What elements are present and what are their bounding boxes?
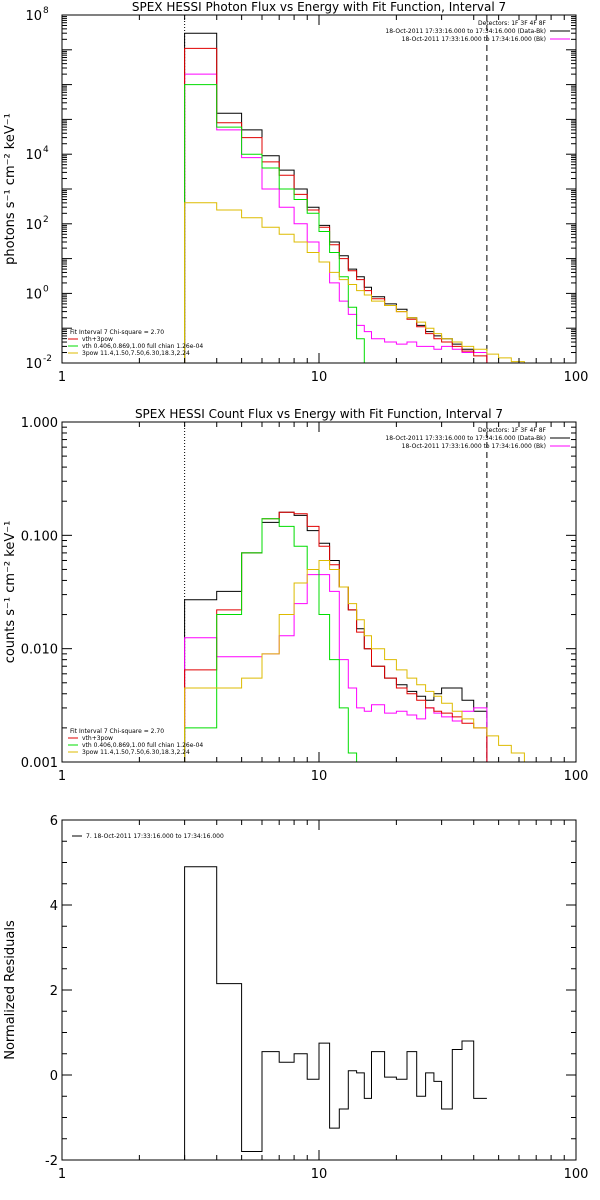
photon-flux-title: SPEX HESSI Photon Flux vs Energy with Fi… <box>132 0 506 14</box>
photon-flux-series-bk <box>184 73 488 363</box>
photon-flux-legend-item: 18-Oct-2011 17:33:16.000 to 17:34:16.000… <box>385 28 546 35</box>
residuals-y-tick-label: 6 <box>50 814 58 829</box>
photon-flux-y-tick-label: 10 <box>25 287 42 302</box>
photon-flux-panel: SPEX HESSI Photon Flux vs Energy with Fi… <box>3 0 588 385</box>
photon-flux-legend-item: Fit Interval 7 Chi-square = 2.70 <box>70 329 164 336</box>
photon-flux-y-tick-label: 10 <box>25 357 42 372</box>
photon-flux-series-3pow <box>184 202 525 363</box>
photon-flux-y-tick-label-exponent: 2 <box>43 215 49 225</box>
photon-flux-legend-item: vth 0.406,0.869,1.00 full chian 1.26e-04 <box>82 343 203 350</box>
photon-flux-legend-item: Detectors: 1F 3F 4F 8F <box>478 20 547 27</box>
residuals-axes-frame <box>61 819 577 1161</box>
count-flux-title: SPEX HESSI Count Flux vs Energy with Fit… <box>135 407 503 421</box>
photon-flux-x-tick-label: 10 <box>311 370 328 385</box>
photon-flux-series-vth <box>184 84 385 364</box>
residuals-y-axis-label: Normalized Residuals <box>3 920 18 1060</box>
count-flux-series-vth <box>184 518 358 762</box>
count-flux-series-bk <box>184 574 488 762</box>
count-flux-series-3pow <box>184 560 537 763</box>
count-flux-x-tick-label: 1 <box>58 769 66 784</box>
count-flux-legend-item: vth 0.406,0.869,1.00 full chian 1.26e-04 <box>82 742 203 749</box>
photon-flux-series-vth-3pow <box>184 47 488 363</box>
count-flux-y-tick-label: 0.001 <box>21 756 58 771</box>
residuals-x-tick-label: 1 <box>58 1167 66 1182</box>
y-tick-label-base: 10 <box>25 357 42 372</box>
photon-flux-y-tick-label-exponent: -2 <box>43 354 52 364</box>
photon-flux-y-axis-label: photons s⁻¹ cm⁻² keV⁻¹ <box>3 113 18 265</box>
count-flux-y-tick-label: 0.010 <box>21 643 58 658</box>
residuals-panel: Normalized Residuals 1 10 100 -2 0 2 4 6 7. 18-Oc… <box>3 814 588 1182</box>
photon-flux-legend-item: 18-Oct-2011 17:33:16.000 to 17:34:16.000… <box>402 36 546 43</box>
count-flux-y-tick-label: 0.100 <box>21 529 58 544</box>
count-flux-y-axis-label: counts s⁻¹ cm⁻² keV⁻¹ <box>3 521 18 664</box>
count-flux-series-data-bk <box>184 511 488 762</box>
residuals-y-tick-label: 0 <box>50 1069 58 1084</box>
count-flux-y-tick-label: 1.000 <box>21 416 58 431</box>
count-flux-legend-item: 18-Oct-2011 17:33:16.000 to 17:34:16.000… <box>385 435 546 442</box>
y-tick-label-base: 10 <box>25 287 42 302</box>
y-tick-label-base: 10 <box>25 148 42 163</box>
photon-flux-x-tick-label: 100 <box>564 370 589 385</box>
y-tick-label-base: 10 <box>25 218 42 233</box>
y-tick-label-base: 10 <box>25 9 42 24</box>
photon-flux-y-tick-label-exponent: 0 <box>43 284 49 294</box>
count-flux-legend-item: 18-Oct-2011 17:33:16.000 to 17:34:16.000… <box>402 443 546 450</box>
residuals-legend-item: 7. 18-Oct-2011 17:33:16.000 to 17:34:16.… <box>86 833 224 840</box>
residuals-y-tick-label: 2 <box>50 984 58 999</box>
photon-flux-y-tick-label-exponent: 8 <box>43 6 49 16</box>
photon-flux-y-tick-label: 10 <box>25 218 42 233</box>
count-flux-x-tick-label: 10 <box>311 769 328 784</box>
residuals-x-tick-label: 10 <box>311 1167 328 1182</box>
photon-flux-y-tick-label: 10 <box>25 9 42 24</box>
count-flux-series-vth-3pow <box>184 511 488 762</box>
count-flux-legend-item: Detectors: 1F 3F 4F 8F <box>478 427 547 434</box>
count-flux-panel: SPEX HESSI Count Flux vs Energy with Fit… <box>3 407 588 784</box>
count-flux-legend-item: Fit Interval 7 Chi-square = 2.70 <box>70 728 164 735</box>
count-flux-legend-item: vth+3pow <box>82 735 113 742</box>
residuals-series-7 <box>184 866 487 1160</box>
photon-flux-x-tick-label: 1 <box>58 370 66 385</box>
residuals-y-tick-label: -2 <box>45 1154 58 1169</box>
residuals-x-tick-label: 100 <box>564 1167 589 1182</box>
photon-flux-legend-item: vth+3pow <box>82 336 113 343</box>
photon-flux-series-data-bk <box>184 32 488 363</box>
photon-flux-axes-frame <box>61 14 577 364</box>
photon-flux-legend-item: 3pow 11.4,1.50,7.50,6.30,18.3,2.24 <box>82 350 190 357</box>
photon-flux-y-tick-label-exponent: 4 <box>43 145 49 155</box>
count-flux-legend-item: 3pow 11.4,1.50,7.50,6.30,18.3,2.24 <box>82 749 190 756</box>
photon-flux-y-tick-label: 10 <box>25 148 42 163</box>
residuals-y-tick-label: 4 <box>50 899 58 914</box>
count-flux-x-tick-label: 100 <box>564 769 589 784</box>
